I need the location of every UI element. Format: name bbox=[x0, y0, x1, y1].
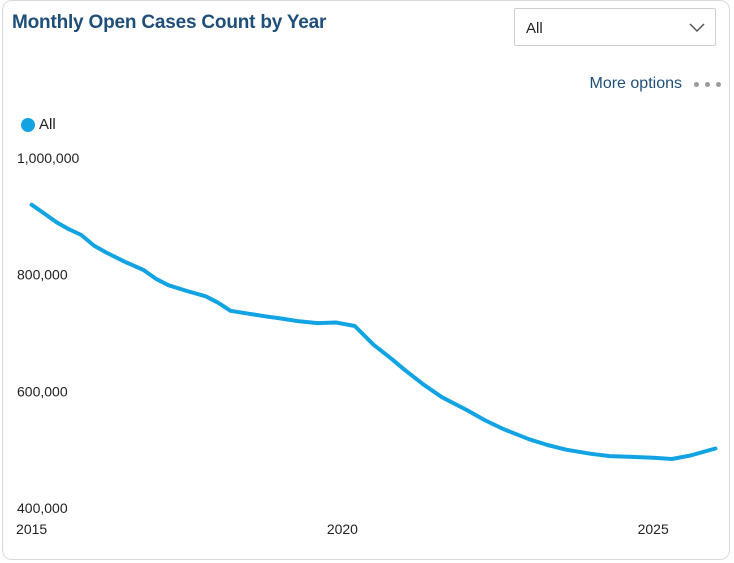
y-tick-label: 400,000 bbox=[17, 500, 68, 516]
more-options-button[interactable]: More options bbox=[589, 75, 721, 93]
chevron-down-icon bbox=[689, 23, 705, 33]
ellipsis-icon bbox=[688, 81, 721, 87]
legend-swatch bbox=[21, 117, 35, 132]
y-tick-label: 600,000 bbox=[17, 383, 68, 399]
y-tick-label: 1,000,000 bbox=[17, 150, 79, 166]
year-filter-dropdown[interactable]: All bbox=[514, 8, 716, 46]
x-tick-label: 2015 bbox=[16, 521, 47, 537]
legend-item-all[interactable]: All bbox=[21, 116, 56, 133]
more-options-label: More options bbox=[589, 75, 683, 92]
series-line-all[interactable] bbox=[29, 202, 718, 461]
x-tick-label: 2025 bbox=[638, 521, 669, 537]
year-filter-selected-value: All bbox=[526, 20, 543, 37]
y-tick-label: 800,000 bbox=[17, 267, 68, 283]
legend-label: All bbox=[39, 116, 56, 133]
x-tick-label: 2020 bbox=[327, 521, 358, 537]
chart-title: Monthly Open Cases Count by Year bbox=[12, 12, 327, 33]
